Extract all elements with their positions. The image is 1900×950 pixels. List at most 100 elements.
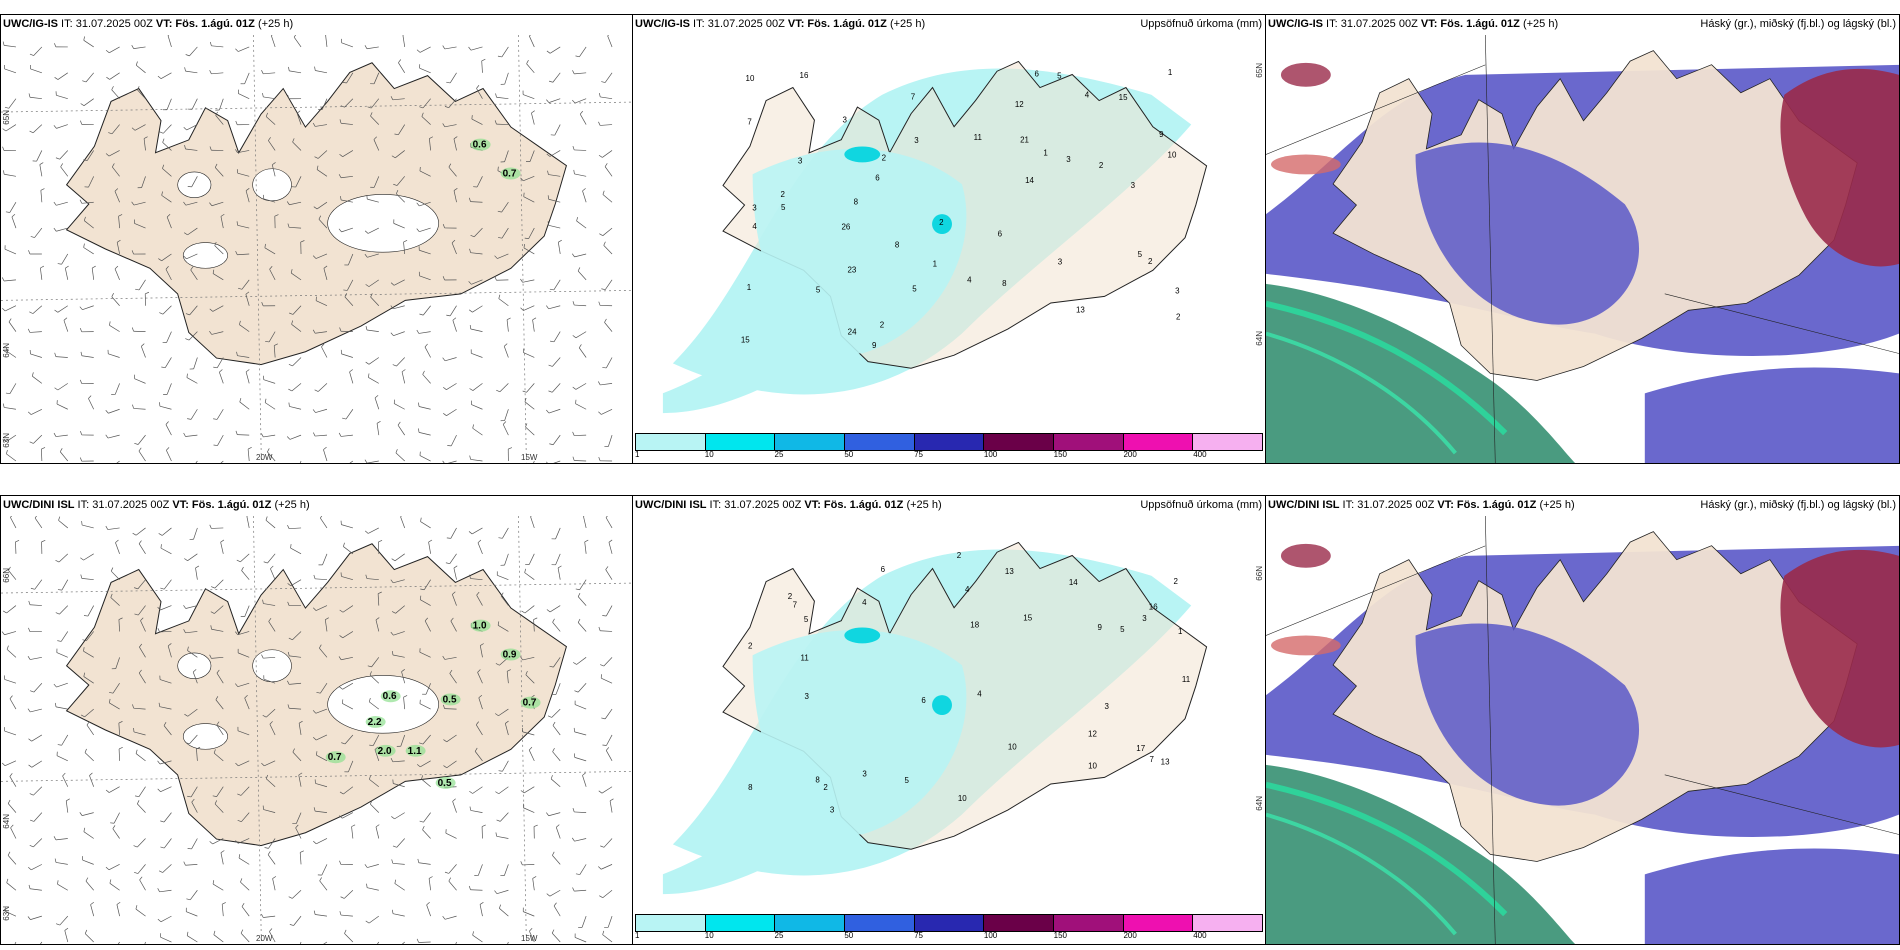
wind-barb <box>265 112 268 117</box>
wind-barb <box>392 909 394 914</box>
wind-barb <box>27 411 32 415</box>
wind-barb <box>57 263 62 265</box>
wind-barb <box>523 352 535 358</box>
wind-barb <box>241 812 250 822</box>
wind-barb <box>211 628 224 632</box>
wind-barb <box>524 397 527 402</box>
wind-barb <box>314 66 316 71</box>
wind-barb <box>55 157 60 160</box>
wind-barb <box>557 242 561 255</box>
wind-barb <box>6 453 17 462</box>
wind-barb <box>209 41 212 46</box>
wind-barb <box>601 288 606 291</box>
wind-barb <box>339 119 342 124</box>
wind-barb <box>288 363 293 367</box>
colorbar-tick-label: 100 <box>983 450 998 459</box>
wind-barb <box>116 242 120 255</box>
wind-barb <box>213 444 218 446</box>
wind-barb <box>211 586 215 589</box>
wind-barb <box>548 174 561 177</box>
wind-barb <box>1 277 5 282</box>
wind-barb <box>118 748 120 761</box>
wind-barb <box>2 128 7 132</box>
wind-barb <box>296 110 301 114</box>
wind-barb <box>105 789 110 793</box>
wind-barb <box>442 460 445 463</box>
gust-area <box>375 744 396 757</box>
wind-barb <box>554 124 561 136</box>
wind-barb <box>210 625 212 630</box>
wind-barb <box>366 329 379 332</box>
colorbar-tick-label: 10 <box>704 931 714 940</box>
wind-barb <box>273 345 276 358</box>
wind-barb <box>523 807 535 813</box>
wind-barb <box>165 269 172 281</box>
wind-barb <box>416 764 421 768</box>
wind-barb <box>496 96 509 100</box>
wind-barb <box>418 402 420 407</box>
wind-barb <box>41 540 46 543</box>
precip-map: 3 3 2 1 1 4 3 9 6 2 3 5 5 6 8 2 7 11 15 21 24 23 14 15 16 13 6 7 9 10… <box>633 35 1265 433</box>
wind-barb <box>340 196 342 201</box>
lat-label: 64N <box>1255 331 1264 346</box>
precip-value: 14 <box>1069 578 1078 587</box>
wind-barb <box>349 371 354 384</box>
wind-barb <box>289 655 302 658</box>
wind-barb <box>295 176 302 188</box>
wind-barb <box>213 418 218 420</box>
wind-barb <box>370 296 380 306</box>
wind-barb <box>10 824 14 829</box>
wind-barb <box>33 46 43 56</box>
wind-barb <box>469 388 474 391</box>
wind-barb <box>526 383 535 393</box>
wind-barb <box>164 357 172 368</box>
cloud-panel-bottom: UWC/DINI ISL IT: 31.07.2025 00Z VT: Fös.… <box>1265 495 1900 945</box>
wind-barb <box>141 343 145 347</box>
wind-barb <box>600 124 613 126</box>
wind-barb <box>523 911 535 917</box>
wind-barb <box>446 760 457 769</box>
wind-barb <box>185 742 190 745</box>
wind-barb <box>470 889 483 891</box>
wind-barb <box>111 89 120 99</box>
wind-barb <box>479 904 483 917</box>
wind-barb <box>373 139 380 151</box>
wind-barb <box>608 542 613 554</box>
wind-barb <box>529 35 535 48</box>
wind-barb <box>324 619 328 632</box>
wind-barb <box>551 383 561 393</box>
wind-barb <box>419 46 431 53</box>
wind-barb <box>551 932 561 943</box>
wind-barb <box>85 72 94 83</box>
wind-barb <box>370 293 373 298</box>
wind-barb <box>449 72 457 84</box>
wind-barb <box>532 876 537 879</box>
wind-barb <box>419 201 431 207</box>
wind-barb <box>342 631 354 639</box>
wind-barb <box>215 696 219 700</box>
wind-barb <box>167 35 170 36</box>
wind-barb <box>299 852 302 865</box>
wind-barb <box>138 447 142 452</box>
wind-barb <box>241 906 250 917</box>
wind-barb <box>237 631 250 636</box>
wind-barb <box>32 305 43 314</box>
wind-barb <box>139 879 146 891</box>
wind-barb <box>262 599 264 604</box>
wind-barb <box>391 816 395 820</box>
precip-value: 13 <box>1076 306 1085 315</box>
wind-barb <box>575 331 587 339</box>
wind-barb <box>343 542 345 547</box>
gust-area <box>365 715 386 728</box>
wind-barb <box>289 226 302 229</box>
wind-barb <box>239 320 241 325</box>
wind-barb <box>364 864 368 868</box>
wind-barb <box>368 527 379 534</box>
wind-barb <box>582 772 586 776</box>
gust-area <box>380 690 401 703</box>
wind-barb <box>161 527 172 536</box>
wind-barb <box>316 169 328 177</box>
wind-barb <box>5 434 17 443</box>
wind-barb <box>166 450 172 462</box>
precip-value: 11 <box>801 654 810 663</box>
